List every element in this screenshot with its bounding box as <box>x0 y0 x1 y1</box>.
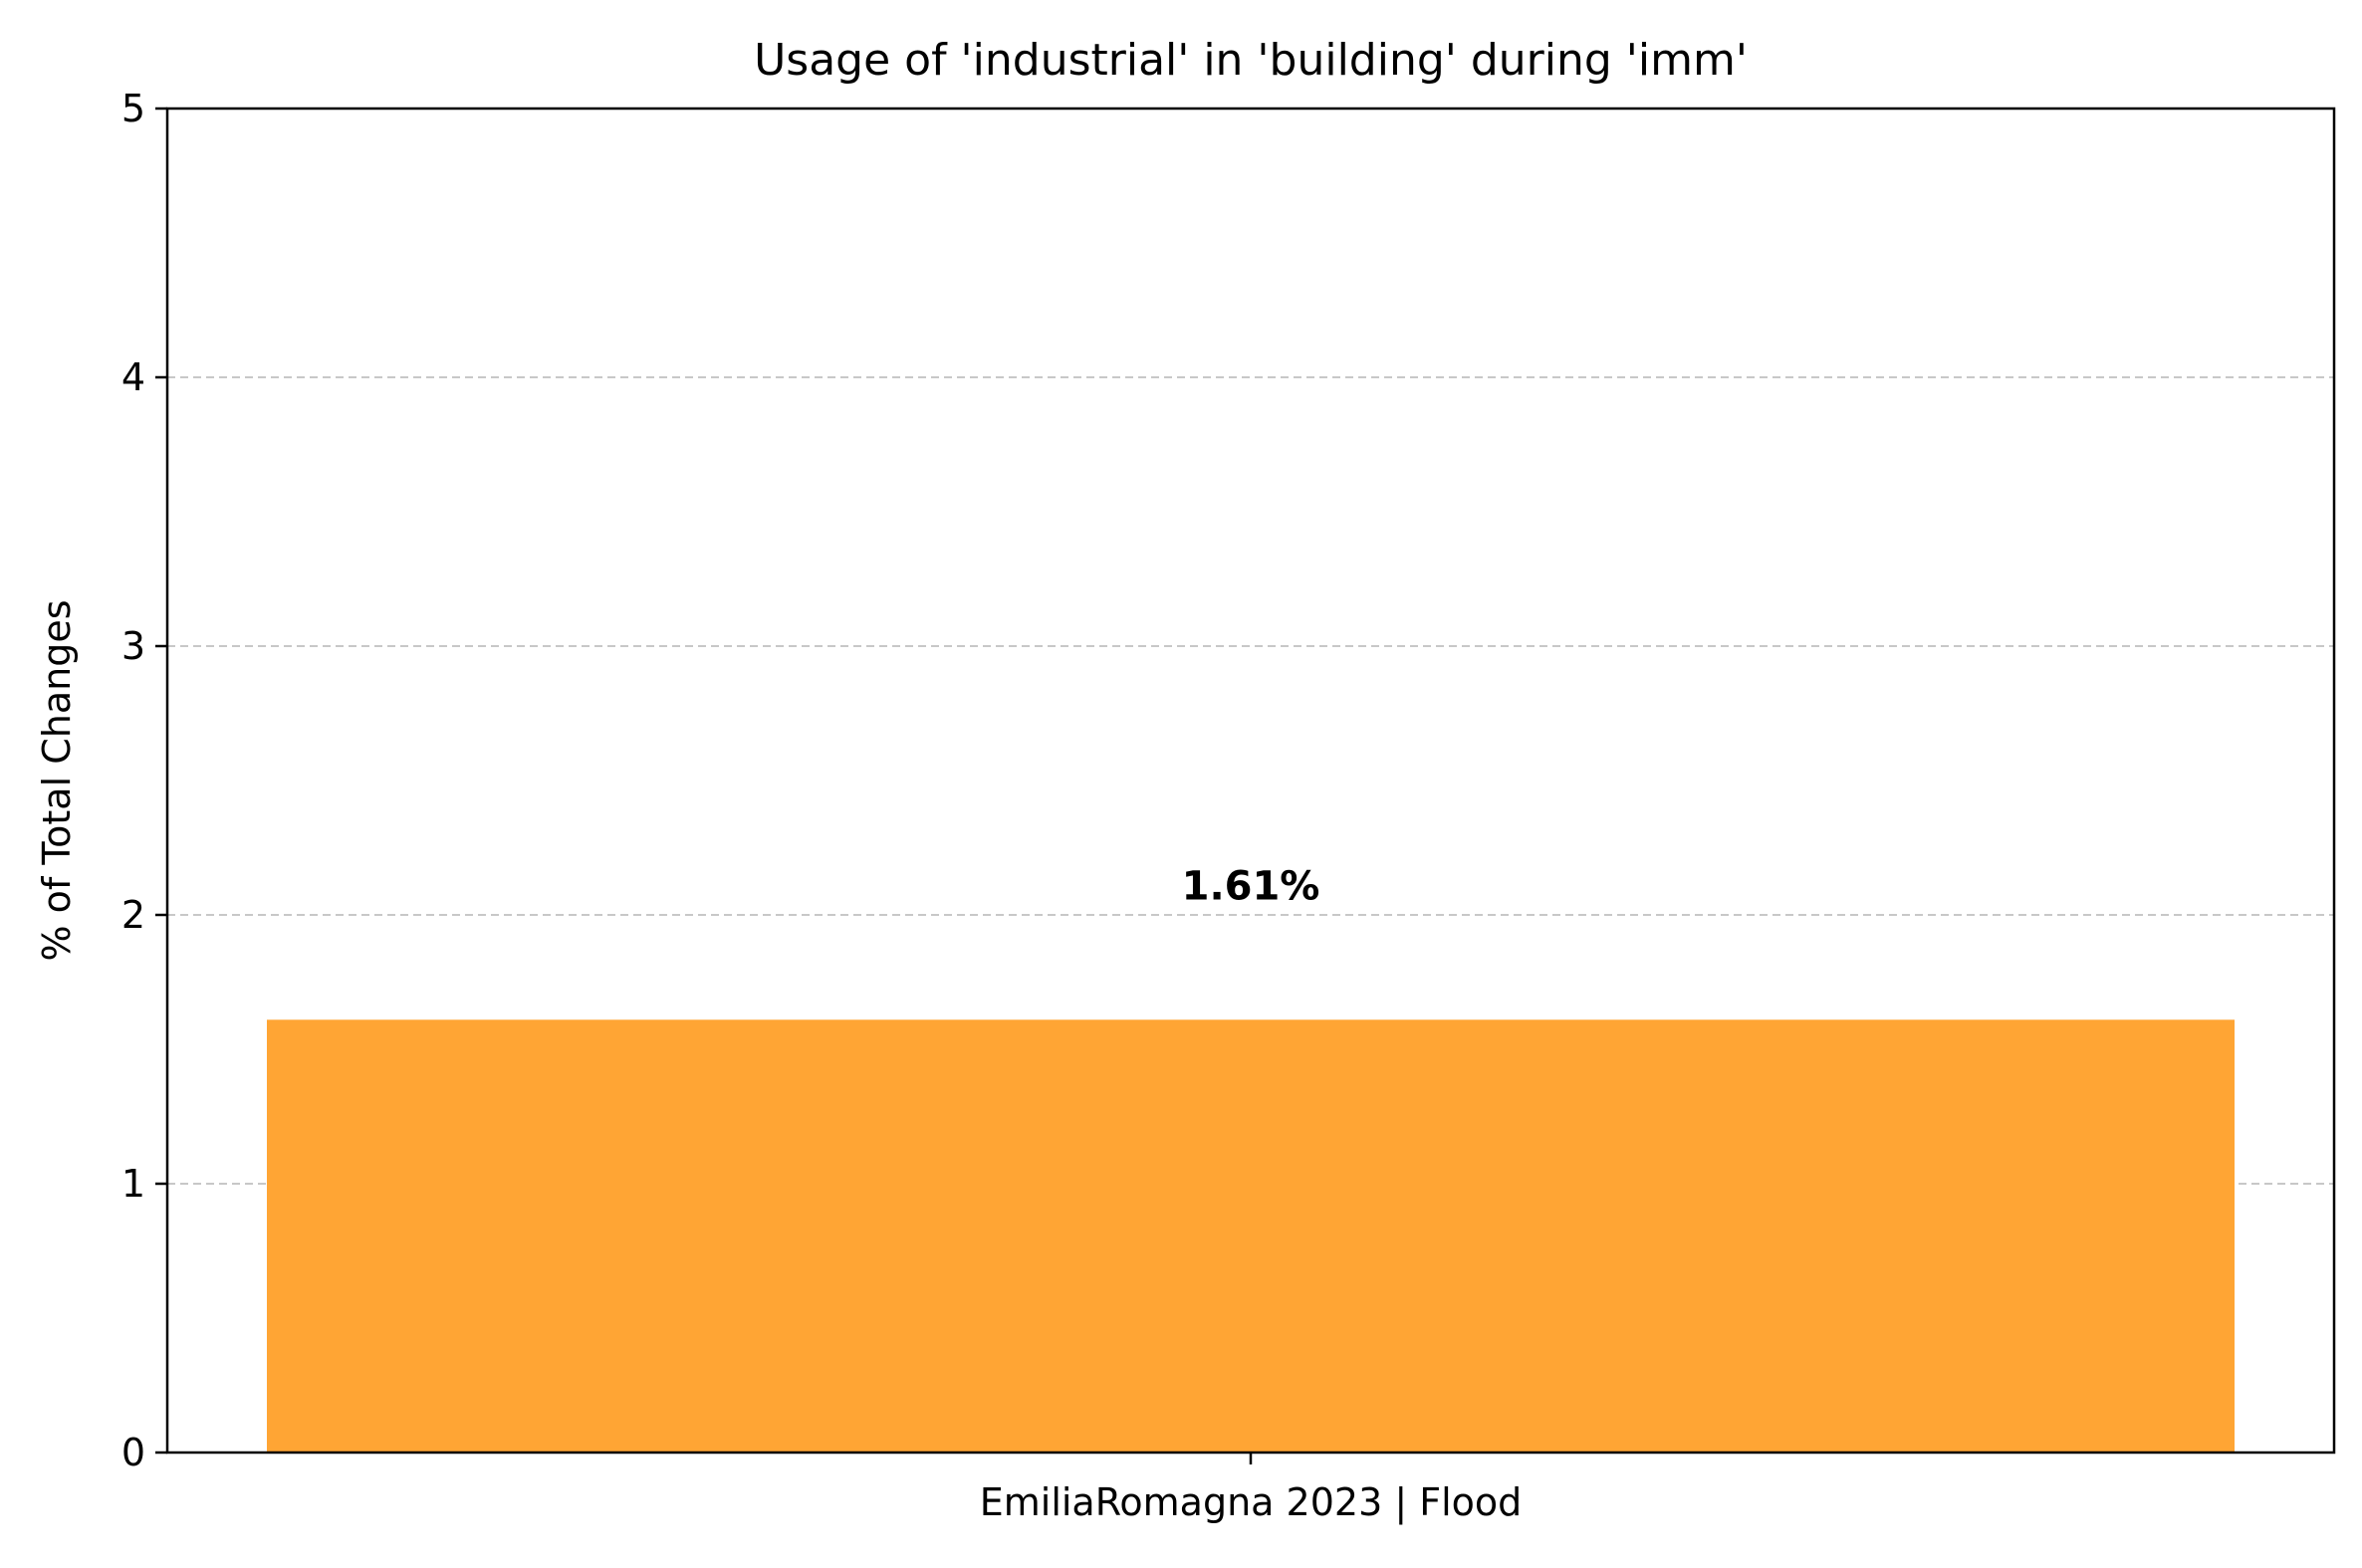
y-tick-label: 3 <box>121 624 145 668</box>
y-tick-label: 5 <box>121 87 145 130</box>
y-tick-label: 1 <box>121 1162 145 1206</box>
y-axis-label: % of Total Changes <box>35 599 79 961</box>
y-axis-ticks: 0 1 2 3 4 5 <box>121 87 167 1474</box>
y-tick-label: 0 <box>121 1431 145 1474</box>
x-axis-ticks: EmiliaRomagna 2023 | Flood <box>980 1453 1523 1525</box>
bars <box>266 1019 2236 1453</box>
bar-value-label: 1.61% <box>1182 863 1320 909</box>
y-tick-label: 2 <box>121 893 145 937</box>
bar <box>266 1019 2236 1453</box>
y-tick-label: 4 <box>121 355 145 399</box>
x-tick-label: EmiliaRomagna 2023 | Flood <box>980 1480 1523 1525</box>
chart-title: Usage of 'industrial' in 'building' duri… <box>754 35 1748 86</box>
data-labels: 1.61% <box>1182 863 1320 909</box>
